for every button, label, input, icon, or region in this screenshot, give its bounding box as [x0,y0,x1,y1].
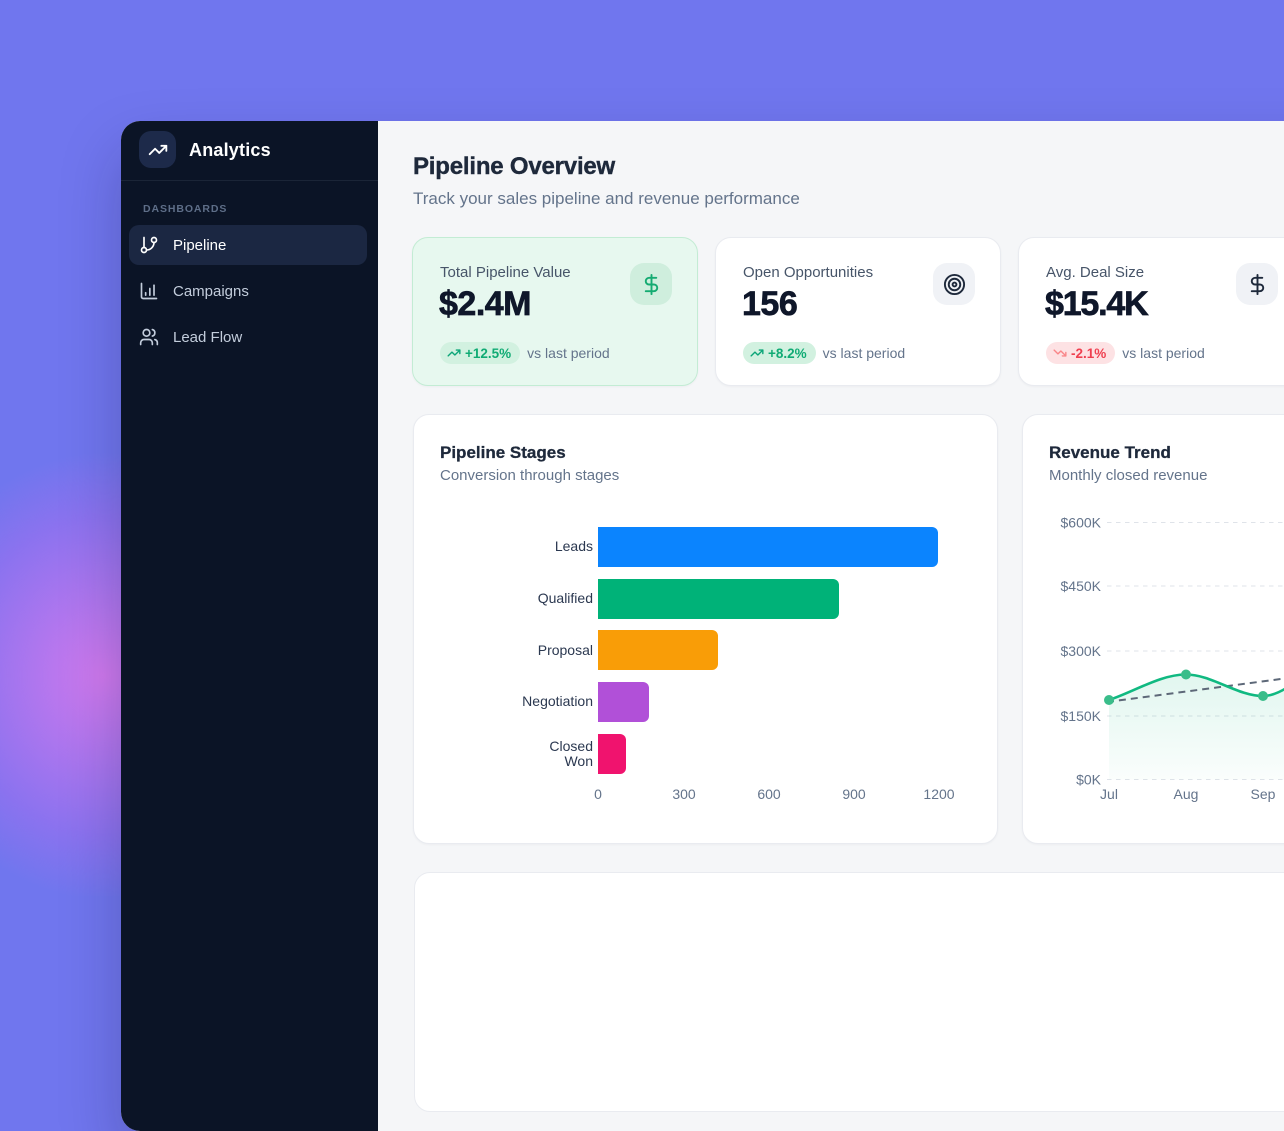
svg-text:Aug: Aug [1174,786,1199,802]
svg-text:$600K: $600K [1061,515,1102,531]
svg-text:$450K: $450K [1061,578,1102,594]
svg-text:$150K: $150K [1061,708,1102,724]
svg-text:$0K: $0K [1076,772,1102,788]
svg-text:$300K: $300K [1061,643,1102,659]
svg-text:Jul: Jul [1100,786,1118,802]
svg-text:Sep: Sep [1251,786,1276,802]
